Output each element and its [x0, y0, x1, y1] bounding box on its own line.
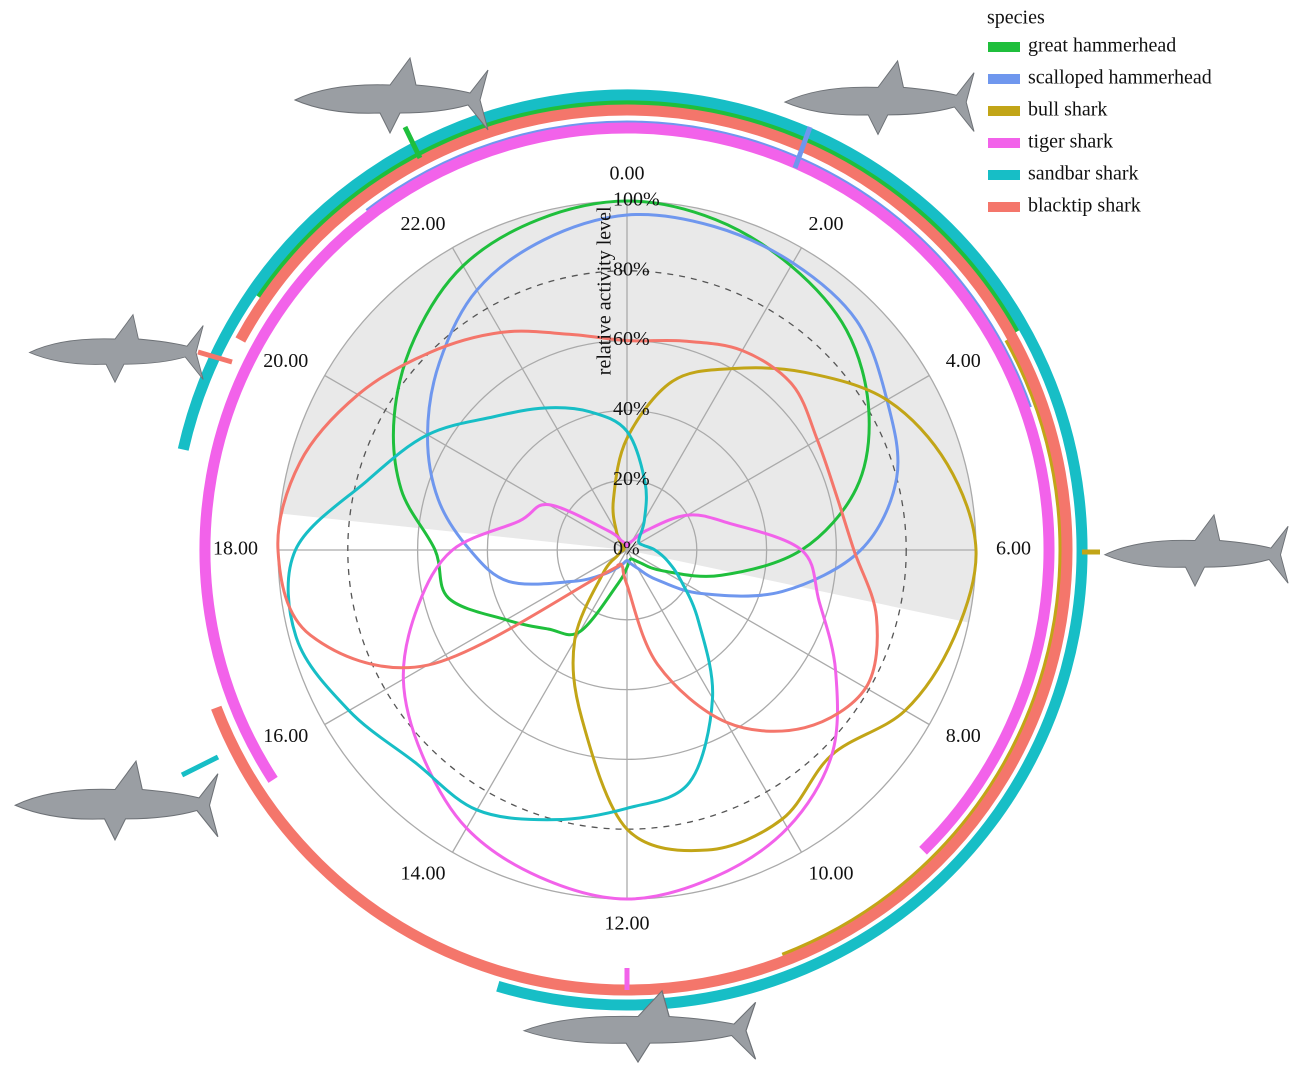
angular-tick-label: 0.00	[610, 163, 645, 185]
legend-swatch	[988, 138, 1020, 148]
radial-tick-label: 80%	[613, 258, 650, 280]
circular-grid-line	[347, 270, 907, 830]
legend-title: species	[987, 7, 1045, 29]
legend-label: bull shark	[1028, 99, 1107, 121]
angular-tick-label: 12.00	[605, 913, 650, 935]
circular-grid-line	[486, 409, 768, 691]
legend-label: scalloped hammerhead	[1028, 67, 1212, 89]
activity-arc	[199, 122, 1055, 855]
radial-grid-line	[324, 549, 628, 726]
angular-tick-label: 16.00	[263, 725, 308, 747]
radial-tick-label: 0%	[613, 538, 640, 560]
background-layer	[279, 201, 976, 623]
angular-tick-label: 6.00	[996, 538, 1031, 560]
shark-picture	[522, 989, 757, 1064]
series-line	[391, 199, 871, 637]
series-line	[571, 366, 978, 853]
radial-tick-label: 60%	[613, 328, 650, 350]
series-line	[401, 503, 839, 901]
angular-tick-label: 20.00	[263, 350, 308, 372]
shark-picture	[13, 759, 219, 842]
radial-grid-line	[626, 374, 930, 551]
radial-grid-line	[451, 549, 628, 853]
angular-tick-label: 8.00	[946, 725, 981, 747]
shark-pictures	[13, 56, 1289, 1064]
lines-layer	[177, 89, 1088, 1011]
angular-tick-label: 4.00	[946, 350, 981, 372]
radial-grid-line	[626, 247, 803, 551]
shark-picture	[783, 59, 975, 136]
shark-picture	[28, 313, 204, 384]
y-axis-title: relative activity level	[594, 206, 616, 375]
connector	[197, 349, 233, 365]
legend-swatch	[988, 42, 1020, 52]
connector	[180, 754, 220, 778]
radial-tick-label: 20%	[613, 468, 650, 490]
radial-grid-line	[324, 374, 628, 551]
radial-grid-line	[626, 549, 930, 726]
legend: species great hammerhead scalloped hammer…	[987, 7, 1212, 217]
radial-tick-label: 100%	[613, 189, 660, 211]
legend-swatch	[988, 202, 1020, 212]
legend-label: tiger shark	[1028, 131, 1113, 153]
legend-label: sandbar shark	[1028, 163, 1139, 185]
radial-tick-label: 40%	[613, 398, 650, 420]
radial-grid-line	[451, 247, 628, 551]
shark-picture	[1103, 513, 1289, 588]
legend-label: great hammerhead	[1028, 35, 1176, 57]
legend-swatch	[988, 170, 1020, 180]
activity-arc	[177, 89, 1088, 1011]
connector	[792, 126, 813, 169]
series-line	[276, 329, 879, 733]
series-line	[286, 406, 715, 822]
shaded-sector	[279, 201, 976, 623]
radial-grid-line	[626, 549, 803, 853]
angular-tick-label: 2.00	[809, 213, 844, 235]
activity-arc	[211, 104, 1073, 996]
labels-layer: 0.00 2.00 4.00 6.00 8.00 10.00 12.00 14.00 16.00…	[213, 163, 1031, 935]
connectors	[180, 125, 1100, 990]
legend-swatch	[988, 74, 1020, 84]
angular-tick-label: 22.00	[401, 213, 446, 235]
angular-tick-label: 18.00	[213, 538, 258, 560]
shark-picture	[293, 56, 489, 135]
circular-grid-line	[556, 479, 698, 621]
series-line	[426, 213, 900, 598]
angular-tick-label: 14.00	[401, 862, 446, 884]
angular-tick-label: 10.00	[809, 862, 854, 884]
connector	[402, 125, 423, 160]
legend-swatch	[988, 106, 1020, 116]
legend-label: blacktip shark	[1028, 195, 1141, 217]
